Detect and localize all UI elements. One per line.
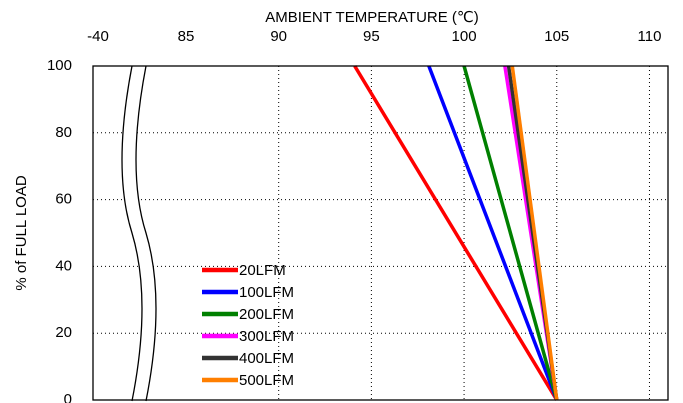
legend: 20LFM 100LFM 200LFM 300LFM 400LFM 500LFM <box>202 262 294 389</box>
axis-break <box>121 65 157 402</box>
series-line <box>510 65 559 401</box>
y-axis-label: % of FULL LOAD <box>13 175 30 290</box>
break-line <box>121 65 143 402</box>
legend-label: 300LFM <box>239 328 294 345</box>
x-tick-label: 85 <box>178 28 195 45</box>
x-tick-label: 105 <box>544 28 569 45</box>
plot-frame <box>92 65 669 401</box>
y-tick-label: 0 <box>64 391 72 403</box>
x-tick-label: 110 <box>638 28 662 45</box>
y-tick-label: 80 <box>55 124 72 141</box>
legend-label: 20LFM <box>239 262 286 279</box>
series-line <box>353 65 559 401</box>
series-line <box>427 65 559 401</box>
y-tick-label: 100 <box>47 57 72 74</box>
x-tick-label: 90 <box>270 28 287 45</box>
y-tick-label: 20 <box>55 324 72 341</box>
y-tick-label: 40 <box>55 257 72 274</box>
x-axis-label: AMBIENT TEMPERATURE (℃) <box>265 9 479 26</box>
y-tick-label: 60 <box>55 191 72 208</box>
x-tick-label: 100 <box>452 28 477 45</box>
break-band <box>122 66 156 401</box>
legend-label: 100LFM <box>239 284 294 301</box>
break-line <box>135 65 157 402</box>
series-line <box>462 65 559 401</box>
plot <box>353 65 559 401</box>
legend-label: 500LFM <box>239 372 294 389</box>
legend-label: 400LFM <box>239 350 294 367</box>
grid <box>93 66 668 400</box>
x-tick-label: 95 <box>363 28 380 45</box>
x-tick-label: -40 <box>87 28 109 45</box>
legend-label: 200LFM <box>239 306 294 323</box>
